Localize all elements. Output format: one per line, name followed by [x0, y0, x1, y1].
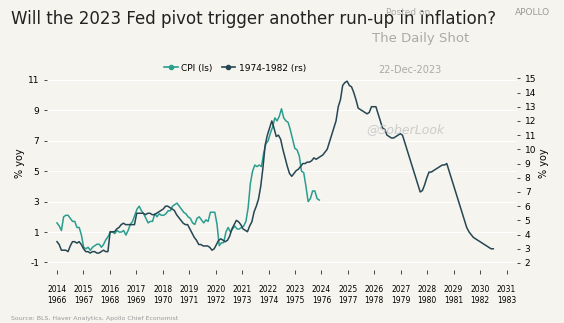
Text: Will the 2023 Fed pivot trigger another run-up in inflation?: Will the 2023 Fed pivot trigger another …: [11, 10, 496, 28]
Y-axis label: % yoy: % yoy: [539, 149, 549, 178]
Text: APOLLO: APOLLO: [515, 8, 550, 17]
Legend: CPI (ls), 1974-1982 (rs): CPI (ls), 1974-1982 (rs): [164, 64, 306, 73]
Text: @SoberLook: @SoberLook: [367, 123, 445, 136]
Text: Source: BLS, Haver Analytics, Apollo Chief Economist: Source: BLS, Haver Analytics, Apollo Chi…: [11, 317, 179, 321]
Text: The Daily Shot: The Daily Shot: [372, 32, 469, 45]
Y-axis label: % yoy: % yoy: [15, 149, 25, 178]
Text: 22-Dec-2023: 22-Dec-2023: [378, 65, 441, 75]
Text: Posted on: Posted on: [386, 8, 430, 17]
